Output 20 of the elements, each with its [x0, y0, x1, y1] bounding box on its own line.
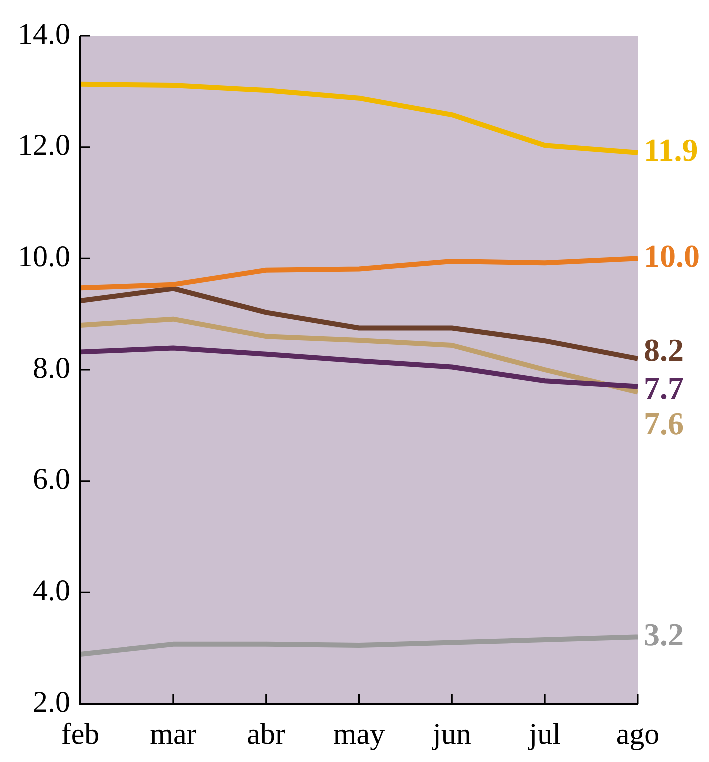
data-label: 11.9: [644, 132, 698, 168]
y-tick-label: 8.0: [33, 352, 70, 385]
x-tick-label: jul: [528, 718, 561, 751]
y-tick-label: 10.0: [18, 240, 70, 274]
x-tick-label: may: [333, 718, 386, 751]
y-tick-label: 2.0: [33, 686, 70, 719]
y-tick-label: 12.0: [18, 129, 70, 162]
y-tick-label: 6.0: [33, 463, 70, 496]
data-label: 3.2: [644, 616, 684, 652]
x-tick-label: abr: [247, 718, 286, 751]
data-label: 8.2: [644, 332, 684, 368]
data-label: 7.6: [644, 406, 684, 442]
y-tick-label: 14.0: [18, 18, 70, 51]
x-tick-label: feb: [61, 718, 100, 751]
x-tick-label: ago: [616, 718, 660, 751]
x-tick-label: mar: [150, 718, 197, 751]
data-label: 10.0: [644, 238, 700, 274]
x-tick-label: jun: [432, 718, 472, 751]
y-tick-label: 4.0: [33, 574, 70, 608]
data-label: 7.7: [644, 370, 684, 406]
